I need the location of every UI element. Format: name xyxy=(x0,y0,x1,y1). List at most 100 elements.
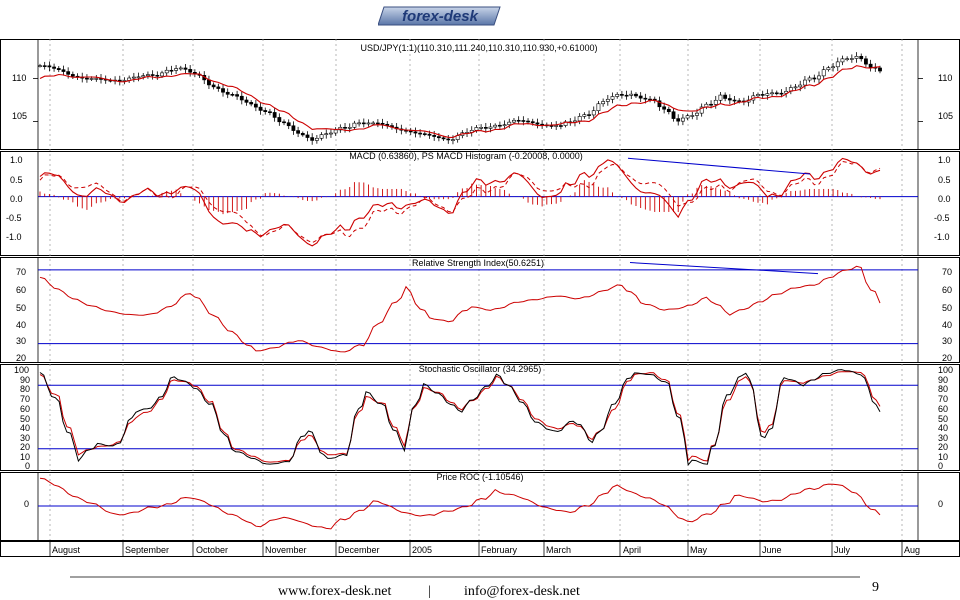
candle-body xyxy=(291,125,296,131)
candle-body xyxy=(793,86,798,89)
candle-body xyxy=(770,92,774,95)
candle-body xyxy=(89,78,94,80)
candle-body xyxy=(690,115,695,117)
candle-body xyxy=(310,137,315,141)
footer-email[interactable]: info@forex-desk.net xyxy=(464,584,580,599)
footer-website[interactable]: www.forex-desk.net xyxy=(278,584,392,599)
stoch-tick-left: 60 xyxy=(20,404,30,414)
stoch-tick-left: 90 xyxy=(20,375,30,385)
candle-body xyxy=(432,135,437,137)
stoch-tick-left: 50 xyxy=(20,414,30,424)
candle-body xyxy=(587,114,591,116)
candle-body xyxy=(591,110,596,116)
rsi-tick-right: 60 xyxy=(942,285,952,295)
candle-body xyxy=(324,133,329,135)
stoch-tick-right: 10 xyxy=(938,452,948,462)
candle-body xyxy=(666,108,671,113)
month-label: June xyxy=(762,545,782,555)
rsi-trendline xyxy=(629,262,819,275)
candle-body xyxy=(629,93,634,96)
candle-body xyxy=(211,84,216,88)
stoch-tick-left: 40 xyxy=(20,423,30,433)
candle-body xyxy=(479,127,484,129)
roc-panel-title: Price ROC (-1.10546) xyxy=(436,472,523,482)
candle-body xyxy=(235,94,239,97)
macd-signal-line xyxy=(39,160,881,244)
candle-body xyxy=(662,106,667,110)
candle-body xyxy=(497,124,502,127)
page-number: 9 xyxy=(872,580,879,595)
macd-tick-left: -1.0 xyxy=(6,232,22,242)
candle-body xyxy=(314,137,319,141)
candle-body xyxy=(840,58,845,63)
stoch-tick-right: 50 xyxy=(938,414,948,424)
candle-body xyxy=(413,131,418,134)
candle-body xyxy=(859,55,864,60)
candle-body xyxy=(277,117,282,123)
candle-body xyxy=(131,76,136,79)
stoch-tick-right: 40 xyxy=(938,423,948,433)
candle-body xyxy=(878,67,882,72)
candle-body xyxy=(807,77,812,81)
candle-body xyxy=(70,74,75,77)
macd-panel-title: MACD (0.63860), PS MACD Histogram (-0.20… xyxy=(349,151,583,161)
candle-body xyxy=(732,99,737,102)
candle-body xyxy=(174,68,178,71)
candle-body xyxy=(854,55,859,59)
price-tick-right: 110 xyxy=(938,73,952,83)
candle-body xyxy=(408,130,413,133)
candle-body xyxy=(671,111,676,119)
candle-body xyxy=(263,110,268,112)
month-label: August xyxy=(52,545,81,555)
candle-body xyxy=(483,127,488,129)
stoch-tick-left: 70 xyxy=(20,394,30,404)
candle-body xyxy=(253,103,258,108)
candle-body xyxy=(681,117,685,122)
stoch-tick-left: 30 xyxy=(20,433,30,443)
candle-body xyxy=(634,93,638,97)
macd-tick-left: 0.5 xyxy=(10,175,23,185)
month-label: March xyxy=(546,545,571,555)
macd-tick-left: 0.0 xyxy=(10,194,23,204)
candle-body xyxy=(286,122,291,127)
candle-body xyxy=(756,94,760,97)
candle-body xyxy=(225,91,230,95)
candle-body xyxy=(507,121,512,126)
month-label: October xyxy=(196,545,228,555)
candle-body xyxy=(638,95,643,99)
candle-body xyxy=(718,94,723,101)
candle-body xyxy=(516,119,521,122)
month-label: July xyxy=(834,545,851,555)
candle-body xyxy=(868,63,873,68)
candle-body xyxy=(52,66,56,69)
candle-body xyxy=(605,98,610,102)
macd-tick-right: 0.0 xyxy=(938,194,951,204)
candle-body xyxy=(727,98,732,101)
candle-body xyxy=(150,74,155,76)
candle-body xyxy=(61,69,66,72)
panel-frame xyxy=(0,364,960,471)
month-label: December xyxy=(338,545,380,555)
candle-body xyxy=(66,71,71,75)
candle-body xyxy=(216,86,221,89)
roc-line xyxy=(39,477,881,530)
candle-body xyxy=(709,103,713,106)
stoch-tick-right: 30 xyxy=(938,433,948,443)
month-label: April xyxy=(623,545,641,555)
candle-body xyxy=(146,74,150,76)
stoch-tick-left: 20 xyxy=(20,442,30,452)
candle-body xyxy=(230,94,235,96)
candle-body xyxy=(774,92,779,95)
candle-body xyxy=(779,92,784,95)
candle-body xyxy=(164,69,169,74)
stochastic-k-line xyxy=(39,369,881,466)
stoch-tick-left: 0 xyxy=(25,461,30,471)
rsi-tick-right: 30 xyxy=(942,336,952,346)
rsi-tick-right: 20 xyxy=(942,353,952,363)
candle-body xyxy=(436,136,441,139)
forex-chart: USD/JPY(1:1)(110.310,111.240,110.310,110… xyxy=(0,39,960,578)
price-tick-left: 105 xyxy=(12,111,27,121)
stochastic-panel-title: Stochastic Oscillator (34.2965) xyxy=(419,364,542,374)
macd-tick-right: -1.0 xyxy=(934,232,950,242)
candle-body xyxy=(760,94,765,96)
